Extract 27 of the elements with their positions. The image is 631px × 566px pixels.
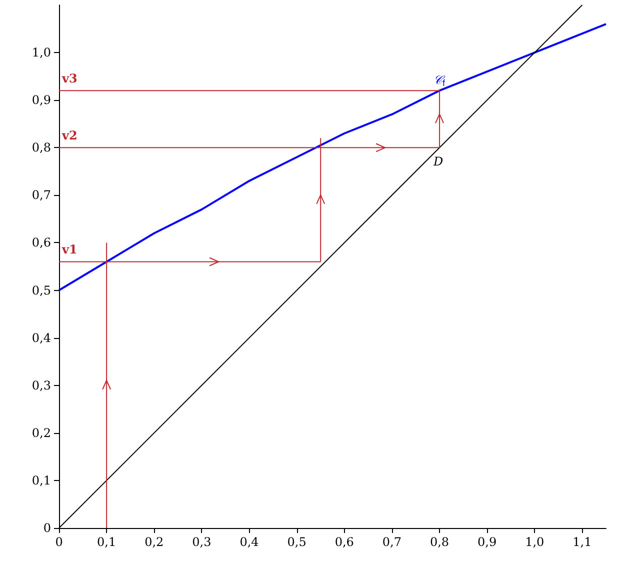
- x-tick-label: 0,9: [478, 535, 497, 549]
- x-tick-label: 0,5: [287, 535, 306, 549]
- x-tick-label: 0,3: [192, 535, 212, 549]
- x-tick-label: 0,4: [240, 535, 260, 549]
- x-tick-label: 0,1: [97, 535, 116, 549]
- y-tick-label: 0,8: [32, 140, 51, 155]
- y-tick-label: 0,2: [32, 426, 51, 440]
- y-tick-label: 0,4: [32, 330, 52, 345]
- x-tick-label: 0,8: [430, 535, 450, 549]
- y-tick-label: 0,6: [32, 236, 51, 250]
- y-tick-label: 0,9: [32, 93, 51, 108]
- y-tick-label: 0,7: [32, 188, 51, 202]
- y-tick-label: 0,5: [32, 283, 51, 298]
- x-tick-label: 1,0: [525, 535, 544, 549]
- annotation: v3: [61, 72, 78, 86]
- y-tick-label: 1,0: [32, 46, 51, 60]
- annotation: v2: [61, 128, 78, 143]
- x-tick-label: 0,7: [382, 535, 402, 549]
- x-tick-label: 0,6: [334, 535, 354, 549]
- y-tick-label: 0: [43, 521, 51, 535]
- annotation: D: [432, 154, 444, 169]
- x-tick-label: 1,1: [572, 535, 592, 549]
- x-tick-label: 0: [55, 535, 63, 549]
- y-tick-label: 0,1: [32, 473, 51, 488]
- annotation: v1: [61, 242, 78, 257]
- y-tick-label: 0,3: [32, 378, 51, 392]
- x-tick-label: 0,2: [144, 535, 164, 549]
